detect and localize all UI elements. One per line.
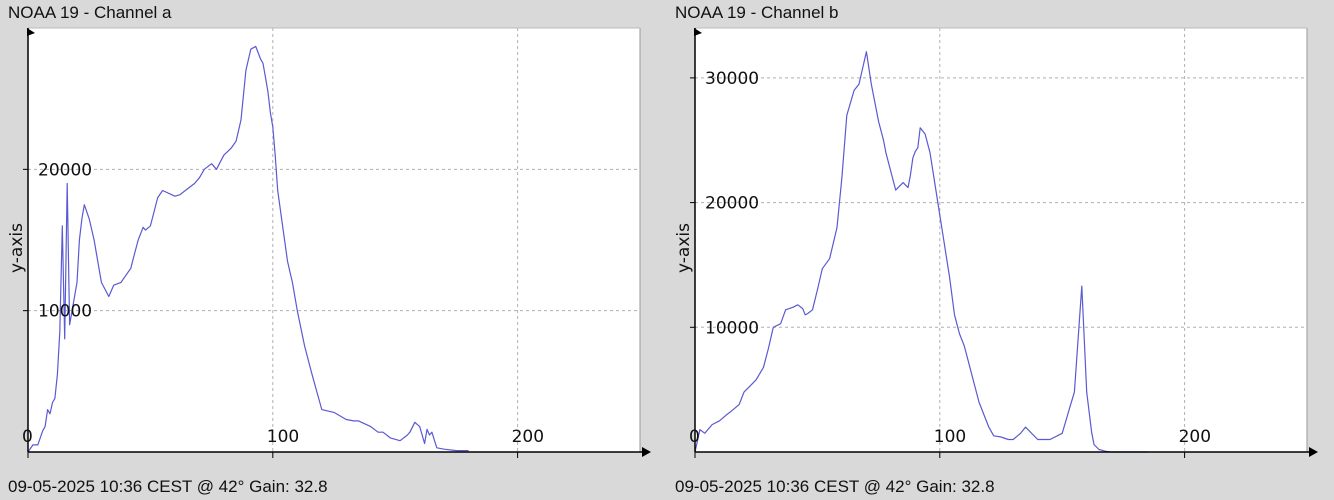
y-axis-label: y-axis	[7, 223, 27, 273]
chart-title: NOAA 19 - Channel a	[8, 3, 172, 22]
x-tick-label: 100	[934, 427, 966, 447]
x-axis-arrow	[642, 447, 651, 457]
chart-title: NOAA 19 - Channel b	[675, 3, 839, 22]
series-line	[694, 51, 1148, 453]
y-tick-label: 20000	[705, 194, 759, 214]
x-tick-label: 100	[267, 427, 299, 447]
y-tick-label: 10000	[705, 318, 759, 338]
x-tick-label: 200	[512, 427, 544, 447]
y-axis-arrow	[694, 28, 702, 36]
x-axis-arrow	[1309, 447, 1318, 457]
y-tick-label: 10000	[38, 302, 92, 322]
y-axis-label: y-axis	[674, 223, 694, 273]
y-axis-arrow	[27, 28, 35, 36]
chart-footer: 09-05-2025 10:36 CEST @ 42° Gain: 32.8	[675, 477, 995, 496]
y-tick-label: 20000	[38, 160, 92, 180]
series-line	[27, 45, 469, 453]
x-tick-label: 200	[1179, 427, 1211, 447]
chart-footer: 09-05-2025 10:36 CEST @ 42° Gain: 32.8	[8, 477, 328, 496]
chart-plot-area: 0 100 200 10000 20000 y-axis	[7, 27, 651, 458]
y-tick-label: 30000	[705, 69, 759, 89]
x-tick-label: 0	[689, 427, 700, 447]
chart-plot-area: 0 100 200 10000 20000 30000 y-axis	[674, 27, 1318, 458]
plot-background	[28, 28, 640, 452]
chart-panel-channel-b: NOAA 19 - Channel b 0 100 200 10000 20000 300…	[667, 0, 1334, 500]
x-tick-label: 0	[22, 427, 33, 447]
plot-background	[695, 28, 1307, 452]
chart-panel-channel-a: NOAA 19 - Channel a 0 100 200 10000 20000 y-a…	[7, 3, 651, 496]
